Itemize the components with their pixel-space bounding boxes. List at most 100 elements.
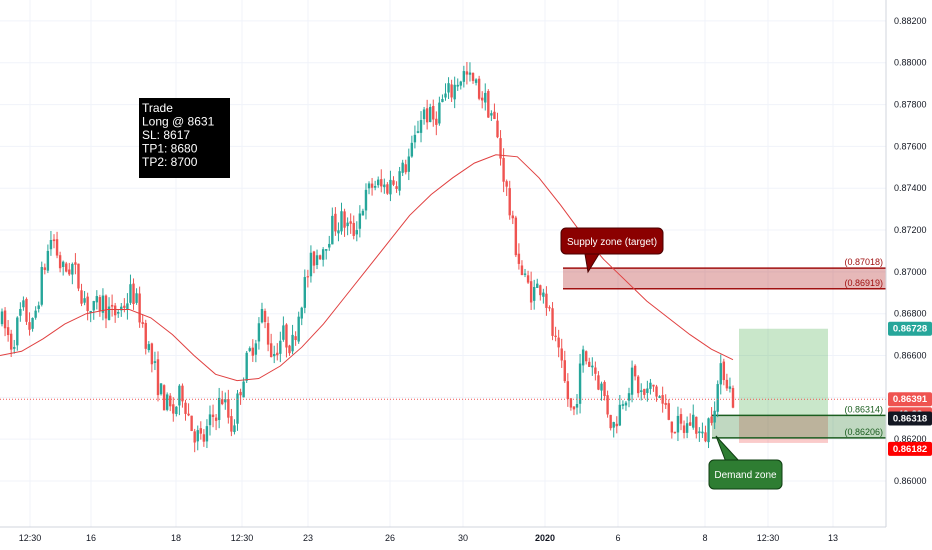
candle-body [260, 309, 264, 323]
candle-body [630, 367, 634, 395]
candle-body [303, 277, 306, 308]
candle-body [682, 425, 686, 433]
candle-body [621, 404, 625, 406]
candle-body [722, 361, 726, 381]
y-tick-label: 0.87000 [894, 267, 927, 277]
price-tag-label: 0.86182 [893, 444, 927, 455]
candle-body [279, 340, 282, 354]
candle-body [401, 162, 404, 173]
candle-body [532, 286, 536, 301]
candle-body [477, 78, 481, 99]
candle-body [670, 421, 674, 433]
candle-body [214, 417, 218, 421]
candle-body [107, 306, 111, 321]
candle-body [536, 283, 539, 288]
candle-body [282, 325, 285, 340]
candle-body [667, 403, 670, 420]
candle-body [612, 422, 615, 428]
candle-body [643, 388, 646, 395]
y-tick-label: 0.88000 [894, 58, 927, 68]
callouts: Supply zone (target) Demand zone [560, 227, 783, 490]
candle-body [615, 423, 618, 427]
price-tag-bg [888, 441, 932, 456]
candle-body [169, 395, 172, 407]
x-tick-label: 30 [458, 533, 468, 543]
candle-body [413, 134, 417, 143]
candle-body [43, 267, 47, 270]
candle-body [68, 269, 71, 275]
x-tick-label: 2020 [535, 533, 555, 543]
candle-body [89, 310, 92, 313]
candle-body [129, 284, 132, 303]
y-tick-label: 0.86200 [894, 434, 927, 444]
candle-body [217, 397, 221, 420]
candle-body [352, 222, 355, 236]
candle-body [266, 323, 270, 345]
candle-body [456, 84, 459, 87]
candle-body [297, 316, 300, 342]
price-tag-bg [888, 392, 932, 407]
grid [0, 0, 886, 527]
candle-body [438, 102, 441, 124]
candle-body [410, 142, 414, 157]
candle-body [584, 351, 588, 362]
candle-body [22, 300, 25, 308]
candle-body [548, 307, 551, 309]
price-tag-bg [888, 321, 932, 336]
candle-body [25, 298, 28, 322]
candle-body [673, 431, 677, 434]
candle-body [685, 423, 689, 433]
candle-body [624, 402, 628, 406]
demand-zone-rect [712, 415, 886, 438]
candle-body [294, 336, 297, 341]
x-tick-label: 8 [702, 533, 707, 543]
moving-average-line [0, 154, 734, 382]
candle-body [291, 334, 294, 352]
candle-body [46, 250, 50, 271]
candle-body [603, 381, 606, 397]
candle-body [649, 382, 652, 389]
candle-body [575, 404, 579, 408]
candle-body [581, 349, 585, 366]
candle-body [49, 240, 53, 250]
candle-body [190, 415, 193, 432]
candle-body [71, 263, 74, 275]
candle-body [416, 131, 420, 133]
supply-zone-top-label: (0.87018) [844, 257, 883, 267]
candle-body [254, 343, 258, 355]
candle-body [389, 179, 392, 195]
candle-body [502, 157, 505, 182]
candle-body [208, 414, 212, 426]
candle-body [236, 393, 239, 424]
candle-body [132, 283, 135, 305]
candle-body [144, 322, 147, 349]
candle-body [367, 183, 371, 189]
candle-body [526, 275, 530, 283]
candle-body [58, 255, 62, 269]
candle-body [511, 215, 514, 219]
candle-body [508, 188, 511, 216]
x-axis[interactable]: 12:30 16 18 12:30 23 26 30 2020 6 8 12:30 13 [19, 533, 838, 543]
y-tick-label: 0.87200 [894, 225, 927, 235]
candle-body [101, 295, 105, 313]
candle-body [83, 298, 86, 303]
candle-body [40, 266, 43, 305]
candle-body [655, 386, 658, 397]
candle-body [110, 304, 114, 307]
candle-body [664, 402, 667, 405]
candle-body [31, 317, 34, 329]
candle-body [92, 301, 95, 311]
candle-body [517, 253, 521, 264]
candle-body [205, 426, 209, 442]
candle-body [600, 383, 603, 391]
candle-body [398, 171, 401, 191]
candle-body [609, 414, 612, 429]
candle-body [692, 414, 695, 428]
candle-body [181, 385, 184, 402]
candle-body [211, 414, 215, 418]
candle-body [698, 431, 701, 434]
candle-body [123, 305, 126, 308]
candle-body [113, 305, 117, 316]
